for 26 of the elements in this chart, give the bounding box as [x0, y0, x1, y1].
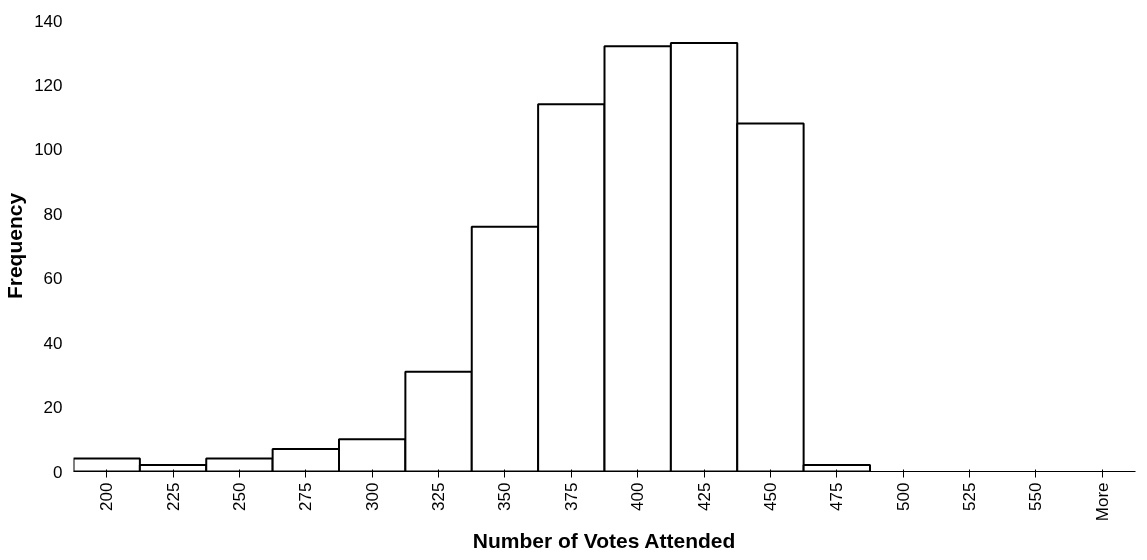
y-tick-label: 100 — [34, 140, 63, 160]
x-tick-label: 350 — [495, 482, 515, 511]
y-tick-label: 80 — [43, 204, 63, 224]
x-tick-label: 275 — [296, 482, 316, 511]
x-tick-label: 425 — [694, 482, 714, 511]
x-tick-label: 325 — [429, 482, 449, 511]
x-tick-label: 200 — [97, 482, 117, 511]
x-tick-label: 225 — [163, 482, 183, 511]
y-tick-label: 140 — [34, 11, 63, 31]
x-tick-label: More — [1092, 482, 1112, 522]
x-tick-label: 375 — [561, 482, 581, 511]
y-tick-label: 120 — [34, 75, 63, 95]
x-tick-label: 450 — [760, 482, 780, 511]
y-tick-label: 60 — [43, 269, 63, 289]
y-tick-label: 20 — [43, 398, 63, 418]
x-tick-label: 300 — [362, 482, 382, 511]
y-axis-title: Frequency — [3, 192, 27, 300]
x-tick-label: 525 — [960, 482, 980, 511]
x-tick-label: 250 — [229, 482, 249, 511]
x-axis-title: Number of Votes Attended — [472, 529, 736, 553]
x-tick-label: 550 — [1026, 482, 1046, 511]
y-tick-label: 40 — [43, 333, 63, 353]
y-tick-label: 0 — [53, 462, 63, 482]
x-tick-label: 475 — [827, 482, 847, 511]
x-tick-label: 500 — [893, 482, 913, 511]
x-tick-label: 400 — [628, 482, 648, 511]
